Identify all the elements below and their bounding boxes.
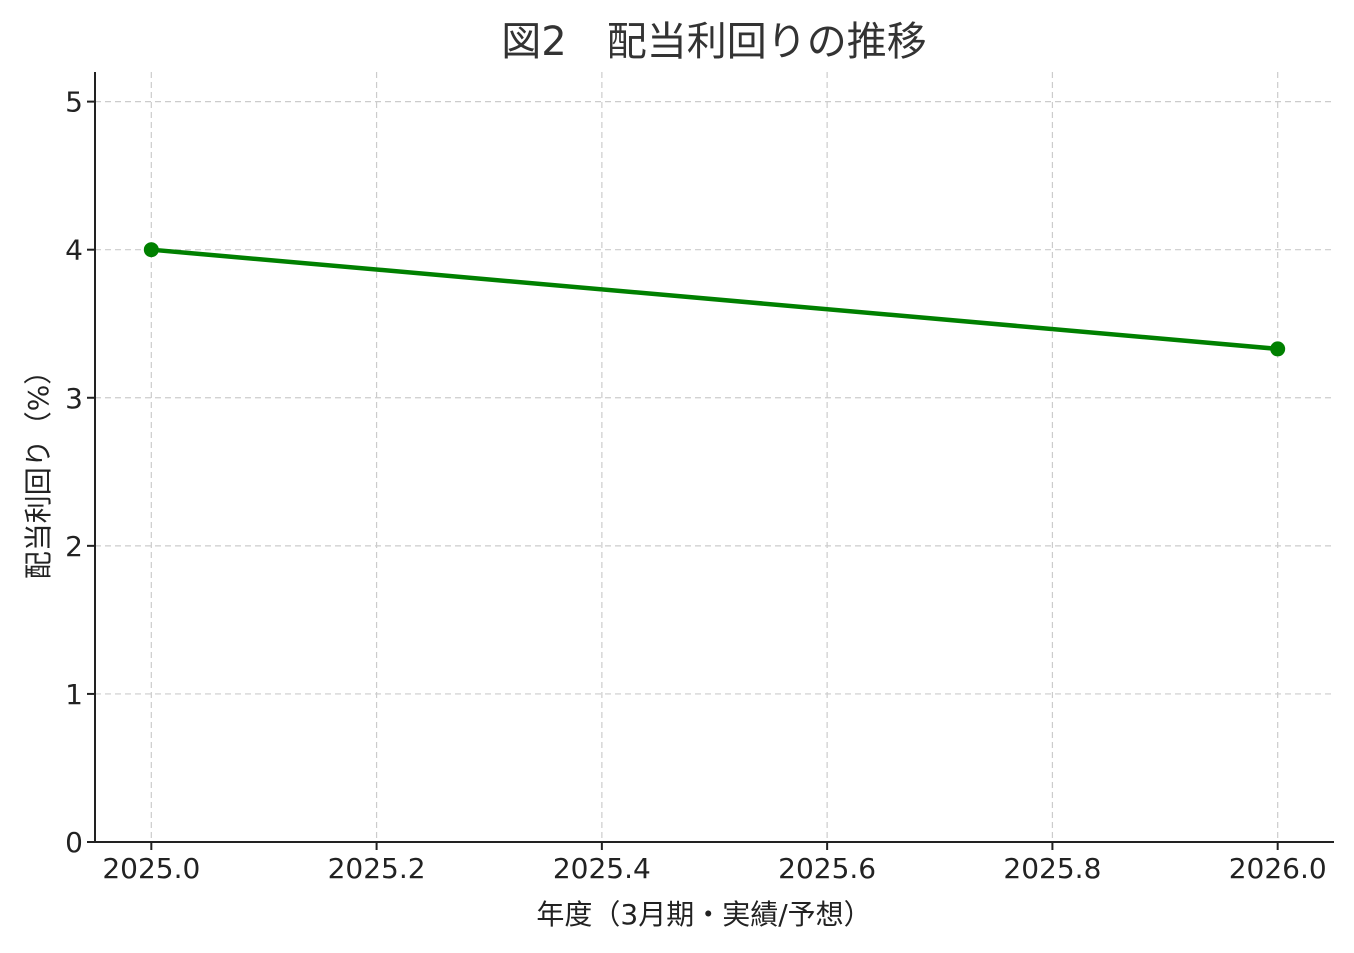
series-layer xyxy=(143,242,1286,357)
x-tick-label: 2025.8 xyxy=(1003,852,1101,885)
y-gridlines xyxy=(95,101,1334,695)
x-tick-label: 2026.0 xyxy=(1229,852,1327,885)
x-ticks: 2025.0 2025.2 2025.4 2025.6 2025.8 2026.0 xyxy=(102,842,1327,885)
y-tick-label: 1 xyxy=(65,678,83,711)
data-point xyxy=(143,242,159,258)
y-tick-label: 5 xyxy=(65,86,83,119)
y-tick-label: 0 xyxy=(65,826,83,859)
chart-title: 図2 配当利回りの推移 xyxy=(501,19,926,65)
x-tick-label: 2025.0 xyxy=(102,852,200,885)
x-axis-label: 年度（3月期・実績/予想） xyxy=(536,898,871,931)
y-tick-label: 2 xyxy=(65,530,83,563)
y-axis-label: 配当利回り（%） xyxy=(22,357,55,580)
y-tick-label: 3 xyxy=(65,382,83,415)
y-ticks: 0 1 2 3 4 5 xyxy=(65,86,95,859)
x-gridlines xyxy=(150,72,1279,842)
x-tick-label: 2025.2 xyxy=(328,852,426,885)
x-tick-label: 2025.4 xyxy=(553,852,651,885)
y-tick-label: 4 xyxy=(65,234,83,267)
data-point xyxy=(1270,341,1286,357)
series-line xyxy=(151,247,1278,352)
x-tick-label: 2025.6 xyxy=(778,852,876,885)
